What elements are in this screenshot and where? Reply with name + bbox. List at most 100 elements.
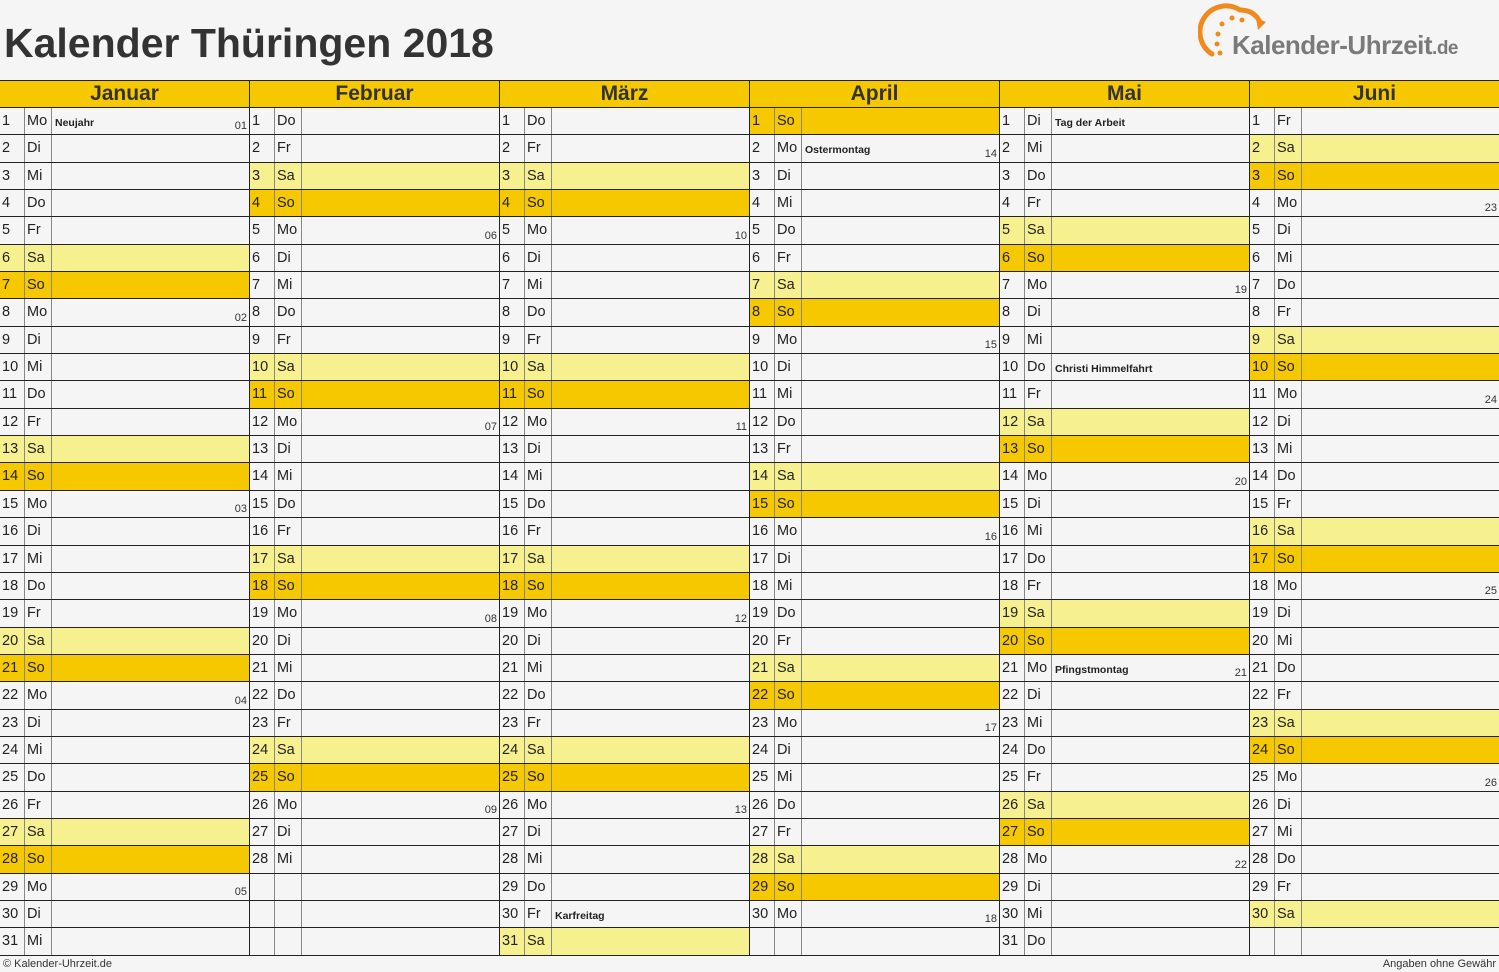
day-row[interactable]: 7 Do bbox=[1250, 272, 1499, 300]
day-row[interactable]: 23 Di bbox=[0, 709, 249, 737]
day-row[interactable]: 17 Di bbox=[750, 545, 999, 573]
day-row[interactable]: 20 Sa bbox=[0, 627, 249, 655]
day-row[interactable]: 9 Fr bbox=[500, 326, 749, 355]
day-row[interactable]: 13 So bbox=[1000, 436, 1249, 464]
day-row[interactable]: 3 Sa bbox=[250, 162, 499, 191]
day-row[interactable]: 31 Sa bbox=[500, 928, 749, 956]
day-row[interactable]: 7 Mo 19 bbox=[1000, 272, 1249, 300]
day-row[interactable]: 25 So bbox=[250, 764, 499, 792]
day-row[interactable]: 1 Di Tag der Arbeit bbox=[1000, 108, 1249, 136]
day-row[interactable]: 30 Mo 18 bbox=[750, 900, 999, 929]
day-row[interactable]: 10 Di bbox=[750, 354, 999, 382]
day-row[interactable]: 27 Fr bbox=[750, 818, 999, 847]
day-row[interactable]: 17 Mi bbox=[0, 545, 249, 573]
day-row[interactable]: 19 Sa bbox=[1000, 600, 1249, 628]
day-row[interactable]: 11 Mo 24 bbox=[1250, 381, 1499, 409]
day-row[interactable]: 8 Do bbox=[250, 299, 499, 327]
day-row[interactable]: 25 Do bbox=[0, 764, 249, 792]
day-row[interactable]: 24 Mi bbox=[0, 736, 249, 765]
day-row[interactable]: 11 Mi bbox=[750, 381, 999, 409]
day-row[interactable]: 17 Do bbox=[1000, 545, 1249, 573]
day-row[interactable]: 9 Mo 15 bbox=[750, 326, 999, 355]
day-row[interactable]: 23 Fr bbox=[500, 709, 749, 737]
day-row[interactable]: 15 Do bbox=[250, 490, 499, 519]
day-row[interactable]: 20 Di bbox=[500, 627, 749, 655]
day-row[interactable]: 20 Fr bbox=[750, 627, 999, 655]
day-row[interactable]: 21 Mi bbox=[500, 654, 749, 683]
day-row[interactable]: 1 So bbox=[750, 108, 999, 136]
day-row[interactable]: 17 So bbox=[1250, 545, 1499, 573]
day-row[interactable]: 2 Mi bbox=[1000, 135, 1249, 163]
day-row[interactable]: 26 Mo 13 bbox=[500, 791, 749, 819]
day-row[interactable]: 15 Di bbox=[1000, 490, 1249, 519]
day-row[interactable]: 2 Sa bbox=[1250, 135, 1499, 163]
day-row[interactable]: 27 Di bbox=[250, 818, 499, 847]
day-row[interactable]: 26 Mo 09 bbox=[250, 791, 499, 819]
day-row[interactable]: 13 Di bbox=[500, 436, 749, 464]
day-row[interactable]: 31 Mi bbox=[0, 928, 249, 956]
day-row[interactable]: 22 So bbox=[750, 682, 999, 710]
day-row[interactable]: 15 So bbox=[750, 490, 999, 519]
day-row[interactable]: 20 Mi bbox=[1250, 627, 1499, 655]
day-row[interactable]: 18 So bbox=[250, 572, 499, 601]
day-row[interactable]: 18 So bbox=[500, 572, 749, 601]
day-row[interactable]: 18 Mo 25 bbox=[1250, 572, 1499, 601]
day-row[interactable]: 4 Mo 23 bbox=[1250, 190, 1499, 218]
day-row[interactable]: 19 Do bbox=[750, 600, 999, 628]
day-row[interactable]: 18 Mi bbox=[750, 572, 999, 601]
day-row[interactable]: 5 Mo 10 bbox=[500, 217, 749, 245]
day-row[interactable]: 5 Mo 06 bbox=[250, 217, 499, 245]
day-row[interactable]: 3 Do bbox=[1000, 162, 1249, 191]
day-row[interactable]: 24 Sa bbox=[250, 736, 499, 765]
day-row[interactable]: 22 Mo 04 bbox=[0, 682, 249, 710]
day-row[interactable]: 14 Do bbox=[1250, 463, 1499, 491]
day-row[interactable]: 23 Mo 17 bbox=[750, 709, 999, 737]
day-row[interactable]: 2 Fr bbox=[500, 135, 749, 163]
day-row[interactable]: 21 Sa bbox=[750, 654, 999, 683]
day-row[interactable]: 13 Fr bbox=[750, 436, 999, 464]
day-row[interactable]: 9 Mi bbox=[1000, 326, 1249, 355]
day-row[interactable]: 25 Mo 26 bbox=[1250, 764, 1499, 792]
day-row[interactable]: 5 Sa bbox=[1000, 217, 1249, 245]
day-row[interactable]: 19 Mo 12 bbox=[500, 600, 749, 628]
day-row[interactable]: 2 Mo Ostermontag 14 bbox=[750, 135, 999, 163]
day-row[interactable]: 15 Mo 03 bbox=[0, 490, 249, 519]
day-row[interactable]: 5 Fr bbox=[0, 217, 249, 245]
day-row[interactable]: 22 Do bbox=[250, 682, 499, 710]
day-row[interactable]: 28 Sa bbox=[750, 846, 999, 874]
day-row[interactable]: 28 Do bbox=[1250, 846, 1499, 874]
day-row[interactable]: 21 Mi bbox=[250, 654, 499, 683]
day-row[interactable]: 31 Do bbox=[1000, 928, 1249, 956]
day-row[interactable]: 14 So bbox=[0, 463, 249, 491]
day-row[interactable]: 7 So bbox=[0, 272, 249, 300]
day-row[interactable]: 4 Do bbox=[0, 190, 249, 218]
day-row[interactable]: 7 Sa bbox=[750, 272, 999, 300]
day-row[interactable]: 8 So bbox=[750, 299, 999, 327]
day-row[interactable]: 6 Fr bbox=[750, 244, 999, 273]
day-row[interactable]: 8 Di bbox=[1000, 299, 1249, 327]
day-row[interactable]: 9 Fr bbox=[250, 326, 499, 355]
day-row[interactable]: 30 Sa bbox=[1250, 900, 1499, 929]
day-row[interactable]: 11 Do bbox=[0, 381, 249, 409]
day-row[interactable]: 24 So bbox=[1250, 736, 1499, 765]
day-row[interactable]: 19 Fr bbox=[0, 600, 249, 628]
day-row[interactable]: 22 Do bbox=[500, 682, 749, 710]
day-row[interactable]: 30 Fr Karfreitag bbox=[500, 900, 749, 929]
day-row[interactable]: 13 Mi bbox=[1250, 436, 1499, 464]
day-row[interactable]: 4 Mi bbox=[750, 190, 999, 218]
day-row[interactable]: 24 Do bbox=[1000, 736, 1249, 765]
day-row[interactable]: 11 So bbox=[250, 381, 499, 409]
day-row[interactable]: 28 Mi bbox=[500, 846, 749, 874]
day-row[interactable]: 14 Mi bbox=[500, 463, 749, 491]
day-row[interactable]: 29 Fr bbox=[1250, 873, 1499, 901]
day-row[interactable]: 21 So bbox=[0, 654, 249, 683]
day-row[interactable]: 23 Mi bbox=[1000, 709, 1249, 737]
day-row[interactable]: 11 Fr bbox=[1000, 381, 1249, 409]
day-row[interactable]: 16 Mo 16 bbox=[750, 518, 999, 546]
day-row[interactable]: 18 Do bbox=[0, 572, 249, 601]
day-row[interactable]: 23 Sa bbox=[1250, 709, 1499, 737]
day-row[interactable]: 30 Di bbox=[0, 900, 249, 929]
day-row[interactable]: 16 Mi bbox=[1000, 518, 1249, 546]
day-row[interactable]: 10 Mi bbox=[0, 354, 249, 382]
day-row[interactable]: 7 Mi bbox=[250, 272, 499, 300]
